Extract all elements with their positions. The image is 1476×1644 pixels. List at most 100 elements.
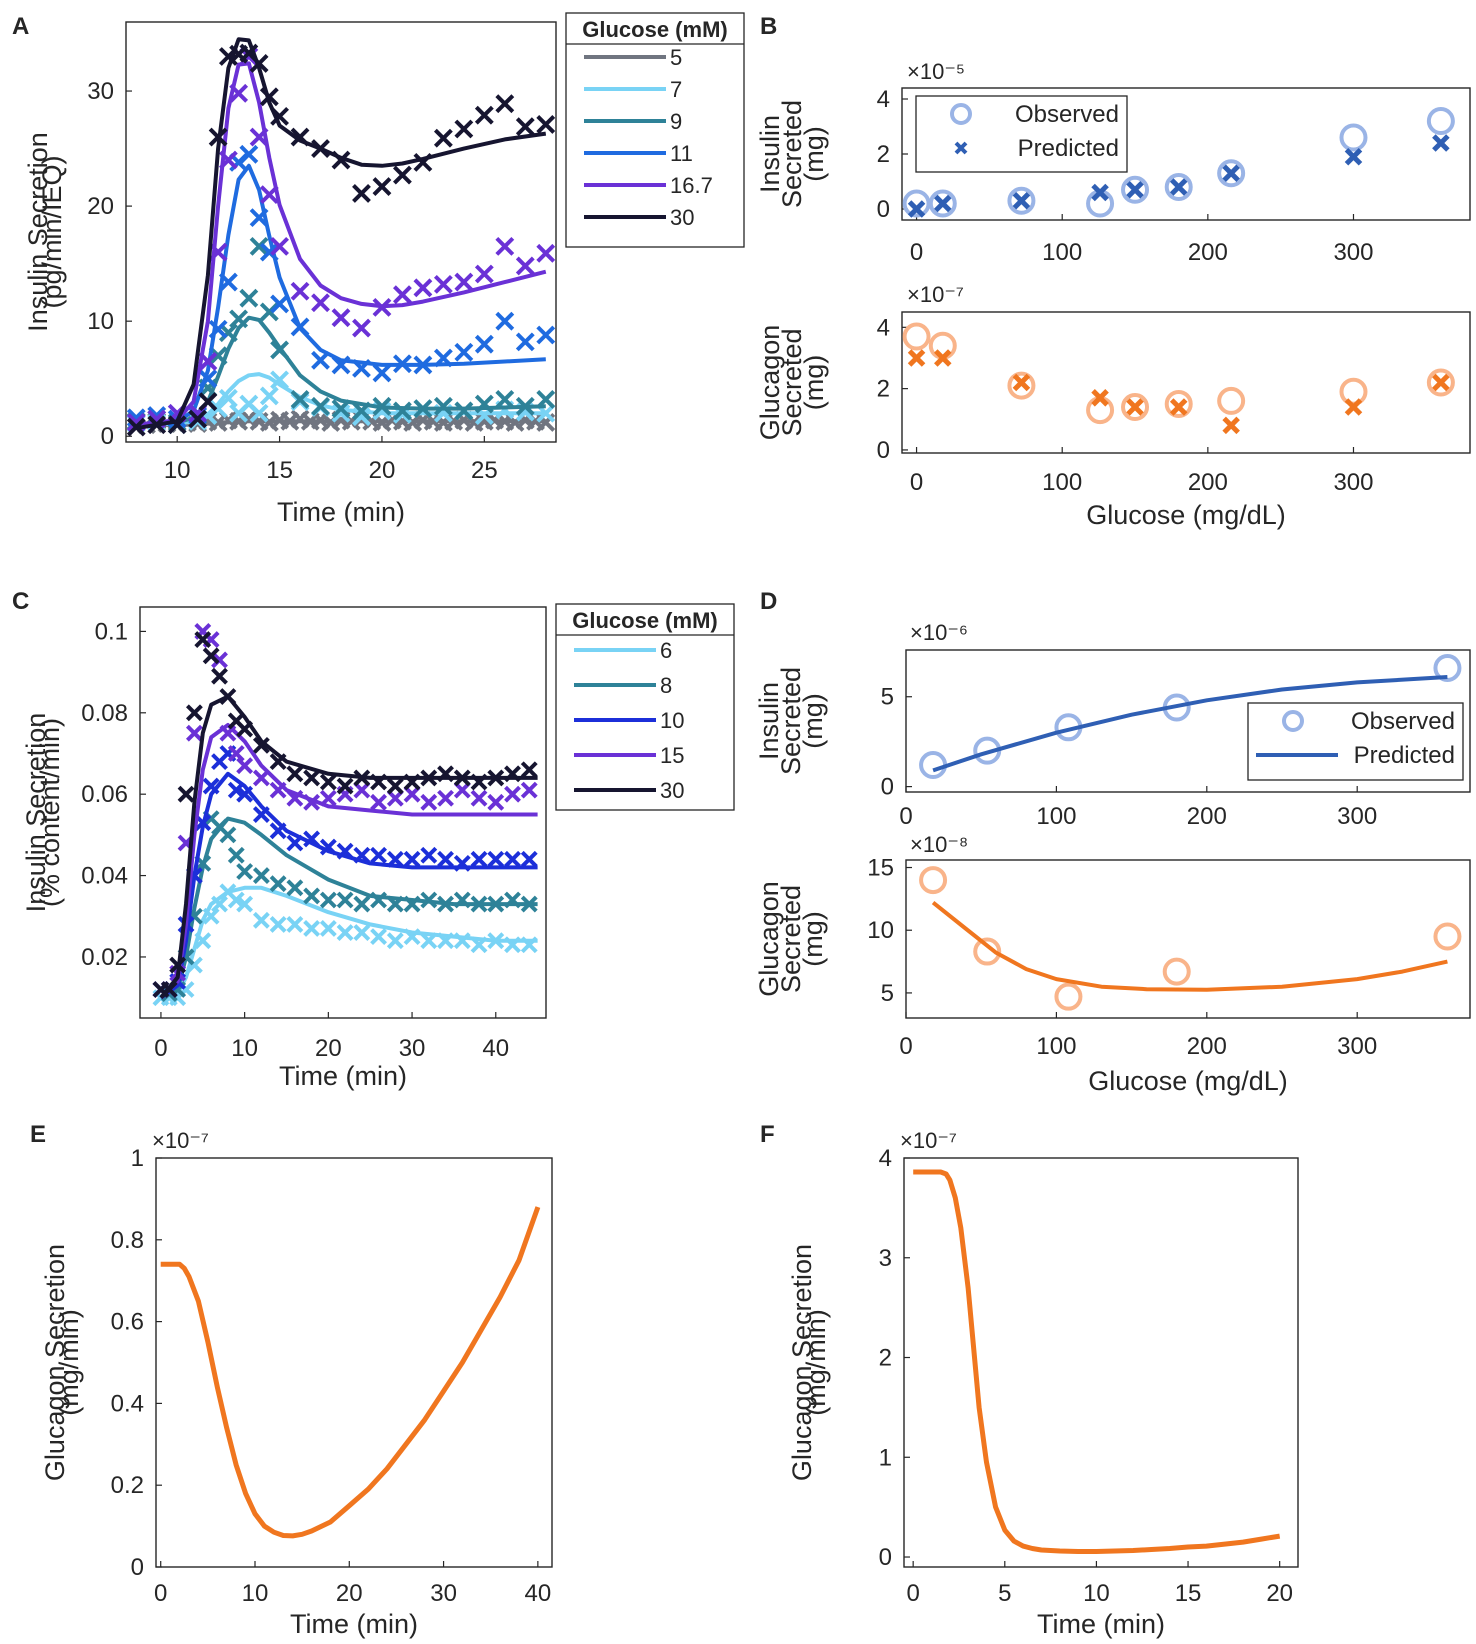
y-tick-label: 0 [877,437,890,464]
y-tick-label: 2 [879,1345,892,1372]
x-tick-label: 0 [899,803,912,830]
x-tick-label: 0 [154,1580,167,1607]
x-tick-label: 10 [231,1035,258,1062]
x-tick-label: 20 [336,1580,363,1607]
x-tick-label: 200 [1187,803,1227,830]
x-tick-label: 10 [242,1580,269,1607]
x-axis-label: Time (min) [277,497,405,527]
x-tick-label: 100 [1036,803,1076,830]
x-tick-label: 15 [266,457,293,484]
legend: Glucose (mM)5791116.730 [566,13,744,247]
legend-label: Predicted [1354,742,1455,769]
x-tick-label: 300 [1337,803,1377,830]
x-tick-label: 300 [1337,1033,1377,1060]
x-tick-label: 100 [1042,239,1082,266]
x-tick-label: 0 [910,239,923,266]
axis-exponent: ×10⁻⁸ [910,832,968,857]
x-tick-label: 5 [998,1580,1011,1607]
y-tick-label: 5 [881,684,894,711]
x-tick-label: 30 [430,1580,457,1607]
y-tick-label: 2 [877,376,890,403]
x-tick-label: 30 [399,1035,426,1062]
y-tick-label: 0.6 [111,1309,144,1336]
x-axis-label: Glucose (mg/dL) [1088,1066,1288,1096]
y-axis-label: (% content/min) [35,718,65,907]
x-tick-label: 0 [906,1580,919,1607]
x-tick-label: 100 [1042,469,1082,496]
x-tick-label: 300 [1333,469,1373,496]
legend-label: 7 [670,77,682,102]
panel-label: C [12,588,29,615]
x-tick-label: 10 [1083,1580,1110,1607]
axis-exponent: ×10⁻⁵ [907,59,965,84]
x-tick-label: 200 [1188,239,1228,266]
y-tick-label: 20 [87,193,114,220]
legend-label: 16.7 [670,173,713,198]
y-tick-label: 4 [879,1145,892,1172]
x-tick-label: 15 [1175,1580,1202,1607]
legend-label: Predicted [1018,135,1119,162]
panel-label: B [760,13,777,40]
legend: Glucose (mM) 6 8 10 15 30 [556,604,734,810]
y-tick-label: 10 [867,917,894,944]
legend-label: 9 [670,109,682,134]
legend-label: 30 [670,205,694,230]
legend-label: Observed [1015,101,1119,128]
legend-title: Glucose (mM) [572,608,717,633]
x-tick-label: 40 [525,1580,552,1607]
axis-exponent: ×10⁻⁷ [900,1128,957,1153]
y-axis-label: (mg) [799,126,829,182]
x-tick-label: 0 [910,469,923,496]
y-tick-label: 2 [877,141,890,168]
x-axis-label: Glucose (mg/dL) [1086,500,1286,530]
x-tick-label: 100 [1036,1033,1076,1060]
y-tick-label: 0.4 [111,1390,144,1417]
axis-exponent: ×10⁻⁶ [910,620,968,645]
x-tick-label: 20 [369,457,396,484]
x-tick-label: 40 [482,1035,509,1062]
panel-d-bottom: 0 100 200 30051015GlucagonSecreted(mg)Gluco… [754,832,1470,1096]
plot-area [902,312,1470,453]
y-tick-label: 30 [87,78,114,105]
y-axis-label: (mg) [799,355,829,411]
legend-label: 8 [660,673,672,698]
x-axis-label: Time (min) [1037,1609,1165,1639]
x-tick-label: 10 [164,457,191,484]
panel-label: F [760,1121,775,1148]
y-tick-label: 0.06 [81,781,128,808]
panel-e: 0 10 20 30 4000.20.40.60.81Glucagon Secretio… [30,1121,552,1639]
legend-label: Observed [1351,708,1455,735]
panel-c: 0 10 20 30 40 0.02 0.04 0.06 0.08 0.1 Insulin Secr… [12,588,734,1091]
legend-label: 10 [660,708,684,733]
panel-label: D [760,588,777,615]
x-tick-label: 0 [154,1035,167,1062]
y-tick-label: 0 [877,196,890,223]
panel-f: 0 5 10 15 2001234Glucagon Secretion(mg/min)T… [760,1121,1298,1639]
plot-area [904,1158,1298,1567]
figure-canvas: 10 15 20 250102030Insulin Secretion(pg/min/… [0,0,1476,1644]
y-tick-label: 10 [87,308,114,335]
x-tick-label: 20 [315,1035,342,1062]
y-axis-label: (pg/min/IEQ) [37,155,67,308]
y-tick-label: 1 [131,1145,144,1172]
legend-box [566,13,744,247]
y-tick-label: 0.1 [95,618,128,645]
y-tick-label: 0 [131,1554,144,1581]
x-tick-label: 200 [1188,469,1228,496]
x-tick-label: 200 [1187,1033,1227,1060]
y-tick-label: 1 [879,1444,892,1471]
axis-exponent: ×10⁻⁷ [907,282,964,307]
x-tick-label: 25 [471,457,498,484]
y-tick-label: 0.04 [81,863,128,890]
legend-label: 30 [660,778,684,803]
panel-b-top: 0 100 200 300024InsulinSecreted(mg)×10⁻⁵BOb… [755,13,1470,266]
legend-label: 11 [670,141,693,166]
y-tick-label: 0 [881,774,894,801]
y-tick-label: 0 [879,1544,892,1571]
x-axis-label: Time (min) [290,1609,418,1639]
plot-area [156,1158,552,1567]
y-axis-label: (mg) [798,911,828,967]
x-tick-label: 20 [1266,1580,1293,1607]
